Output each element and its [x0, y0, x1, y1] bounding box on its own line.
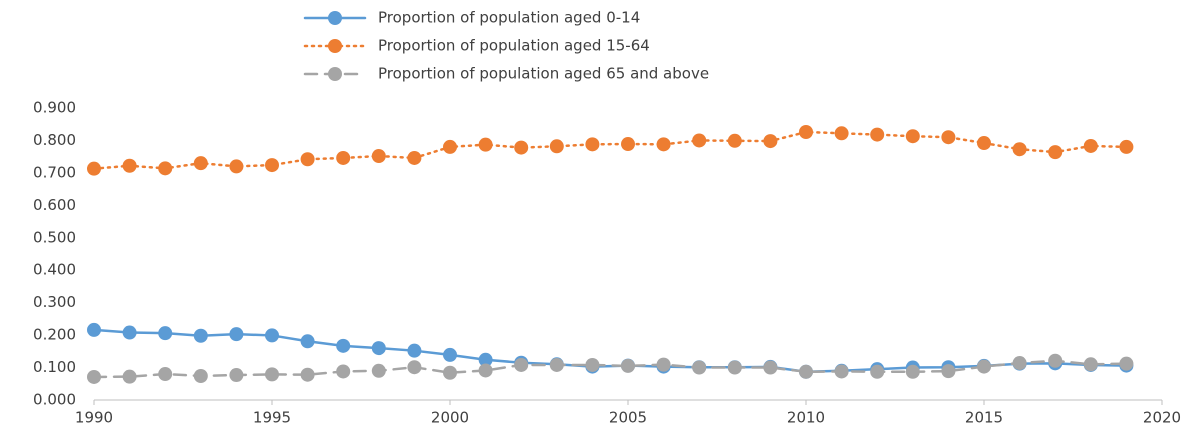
data-point	[549, 139, 564, 154]
data-point	[1012, 356, 1027, 371]
data-point	[478, 352, 493, 367]
data-point	[336, 364, 351, 379]
data-point	[692, 133, 707, 148]
y-tick-label: 0.300	[33, 293, 76, 311]
legend-marker	[328, 67, 342, 81]
data-point	[300, 367, 315, 382]
data-point	[229, 327, 244, 342]
data-point	[621, 137, 635, 152]
data-point	[656, 357, 671, 372]
y-tick-label: 0.000	[33, 391, 76, 409]
data-point	[763, 134, 778, 149]
data-point	[443, 347, 457, 362]
data-point	[585, 137, 600, 152]
y-tick-label: 0.700	[33, 163, 76, 181]
data-point	[371, 149, 386, 164]
x-tick-label: 2020	[1143, 409, 1181, 427]
data-point	[870, 127, 885, 142]
data-point	[621, 358, 635, 373]
data-point	[87, 369, 101, 384]
data-point	[905, 129, 920, 144]
series-line	[92, 130, 1128, 170]
data-point	[87, 322, 101, 337]
data-point	[122, 158, 137, 173]
data-point	[514, 357, 529, 372]
data-point	[407, 150, 422, 165]
data-point	[834, 126, 849, 141]
y-tick-label: 0.400	[33, 261, 76, 279]
data-point	[336, 150, 351, 165]
data-point	[336, 338, 351, 353]
data-point	[371, 341, 386, 356]
data-point	[193, 368, 208, 383]
data-point	[977, 136, 991, 151]
data-point	[799, 364, 813, 379]
data-point	[407, 360, 422, 375]
x-tick-label: 2005	[609, 409, 647, 427]
data-point	[692, 360, 707, 375]
data-point	[443, 139, 457, 154]
series-line	[92, 328, 1128, 374]
data-point	[727, 133, 742, 148]
data-point	[158, 367, 173, 382]
data-point	[193, 156, 208, 171]
legend-label: Proportion of population aged 65 and abo…	[378, 65, 709, 83]
data-point	[158, 161, 173, 176]
data-point	[905, 364, 920, 379]
y-tick-label: 0.600	[33, 196, 76, 214]
x-tick-label: 1995	[253, 409, 291, 427]
data-point	[656, 137, 671, 152]
data-point	[407, 343, 422, 358]
x-tick-label: 2000	[431, 409, 469, 427]
data-point	[478, 137, 493, 152]
data-point	[229, 159, 244, 174]
data-point	[265, 158, 279, 173]
legend-label: Proportion of population aged 0-14	[378, 9, 640, 27]
data-point	[1083, 357, 1098, 372]
data-point	[1083, 138, 1098, 153]
x-tick-label: 2015	[965, 409, 1003, 427]
data-point	[371, 363, 386, 378]
data-point	[1012, 142, 1027, 157]
data-point	[122, 325, 137, 340]
data-point	[443, 365, 457, 380]
y-tick-label: 0.200	[33, 326, 76, 344]
data-point	[799, 125, 813, 140]
data-point	[514, 140, 529, 155]
data-point	[1119, 356, 1134, 371]
data-point	[1048, 145, 1063, 160]
data-point	[549, 357, 564, 372]
legend-marker	[328, 39, 342, 53]
data-point	[941, 364, 956, 379]
data-point	[158, 326, 173, 341]
data-point	[977, 359, 991, 374]
data-point	[727, 360, 742, 375]
data-point	[1048, 353, 1063, 368]
legend-label: Proportion of population aged 15-64	[378, 37, 650, 55]
data-point	[585, 357, 600, 372]
data-point	[300, 152, 315, 167]
y-tick-label: 0.900	[33, 99, 76, 117]
data-point	[87, 161, 101, 176]
x-tick-label: 2010	[787, 409, 825, 427]
data-point	[941, 130, 956, 145]
data-point	[870, 364, 885, 379]
data-point	[763, 360, 778, 375]
data-point	[1119, 139, 1134, 154]
y-tick-label: 0.800	[33, 131, 76, 149]
y-tick-label: 0.500	[33, 228, 76, 246]
legend-marker	[328, 11, 342, 25]
data-point	[834, 364, 849, 379]
data-point	[300, 334, 315, 349]
data-point	[122, 369, 137, 384]
data-point	[193, 328, 208, 343]
data-point	[478, 363, 493, 378]
x-tick-label: 1990	[75, 409, 113, 427]
series-line	[92, 359, 1128, 379]
data-point	[229, 368, 244, 383]
data-point	[265, 367, 279, 382]
data-point	[265, 328, 279, 343]
y-tick-label: 0.100	[33, 358, 76, 376]
